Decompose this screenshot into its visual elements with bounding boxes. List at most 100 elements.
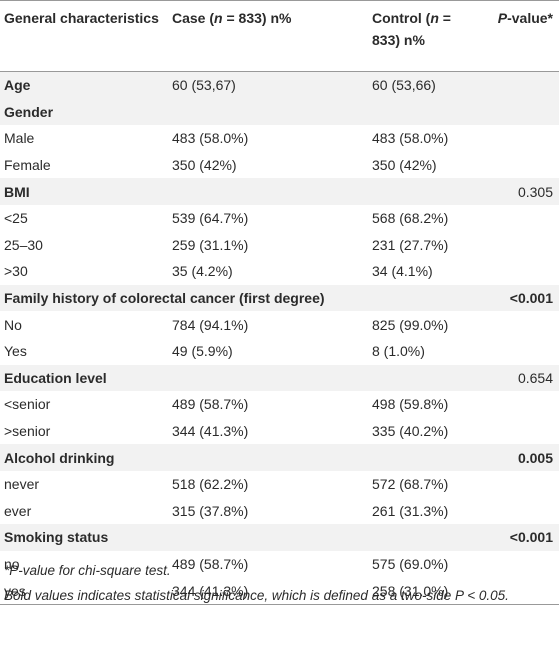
control-cell: 498 (59.8%): [372, 396, 449, 413]
control-cell: 258 (31.0%): [368, 577, 473, 605]
case-cell: [168, 364, 368, 392]
header-text: Control (: [372, 10, 431, 26]
control-cell: [368, 178, 473, 205]
row-label: ever: [4, 502, 32, 519]
case-cell: 350 (42%): [172, 157, 237, 174]
control-cell: [368, 98, 473, 126]
row-label: yes: [0, 577, 168, 605]
p-value-cell: [473, 205, 559, 232]
case-cell: [168, 444, 368, 471]
row-label: no: [4, 555, 20, 572]
row-label: >30: [4, 263, 28, 280]
section-row: Gender: [0, 98, 559, 126]
row-label: <senior: [4, 396, 51, 413]
control-cell: 350 (42%): [372, 157, 437, 174]
row-label: Age: [0, 71, 168, 99]
case-cell: 344 (41.3%): [172, 423, 249, 440]
row-label: Female: [4, 157, 51, 174]
row-label: Smoking status: [0, 524, 168, 551]
row-label: Family history of colorectal cancer (fir…: [0, 284, 473, 312]
table-header: General characteristics Case (n = 833) n%…: [0, 0, 559, 72]
control-cell: 60 (53,66): [368, 71, 473, 99]
p-value-cell: [473, 577, 559, 605]
footnote: Bold values indicates statistical signif…: [4, 588, 509, 603]
case-cell: 315 (37.8%): [172, 502, 249, 519]
case-cell: 344 (41.3%): [168, 577, 368, 605]
row-label: <25: [4, 210, 28, 227]
section-row: Smoking status <0.001: [0, 524, 559, 551]
header-text: n: [214, 10, 223, 26]
case-cell: 784 (94.1%): [172, 316, 249, 333]
p-value-cell: [473, 125, 559, 152]
header-row: General characteristics Case (n = 833) n%…: [0, 0, 559, 72]
row-label: Alcohol drinking: [0, 444, 168, 471]
section-row: Education level 0.654: [0, 364, 559, 392]
p-value-cell: 0.654: [473, 364, 559, 392]
case-cell: 539 (64.7%): [172, 210, 249, 227]
data-row: >30 35 (4.2%) 34 (4.1%): [0, 258, 559, 285]
case-cell: [168, 524, 368, 551]
data-row: never 518 (62.2%) 572 (68.7%): [0, 471, 559, 498]
header-text: n: [430, 10, 439, 26]
control-cell: 825 (99.0%): [372, 316, 449, 333]
table-body: Age 60 (53,67) 60 (53,66) Gender Male 483 (58…: [0, 71, 559, 605]
p-value-cell: [473, 232, 559, 259]
control-cell: [368, 444, 473, 471]
control-cell: 8 (1.0%): [372, 343, 425, 360]
header-text: = 833) n%: [222, 10, 292, 26]
case-cell: 35 (4.2%): [172, 263, 233, 280]
control-cell: 572 (68.7%): [372, 476, 449, 493]
p-value-cell: [473, 258, 559, 285]
control-cell: 575 (69.0%): [372, 555, 449, 572]
data-row: <25 539 (64.7%) 568 (68.2%): [0, 205, 559, 232]
header-text: Case (: [172, 10, 215, 26]
data-row: Male 483 (58.0%) 483 (58.0%): [0, 125, 559, 152]
row-label: Yes: [4, 343, 27, 360]
case-cell: 49 (5.9%): [172, 343, 233, 360]
section-row: Family history of colorectal cancer (fir…: [0, 284, 559, 312]
row-label: Gender: [0, 98, 168, 126]
p-value-cell: [473, 311, 559, 338]
data-row: >senior 344 (41.3%) 335 (40.2%): [0, 418, 559, 445]
row-label: Education level: [0, 364, 168, 392]
header-text: General characteristics: [4, 10, 159, 26]
p-value-cell: 0.005: [473, 444, 559, 471]
row-label: 25–30: [4, 236, 43, 253]
p-value-cell: [473, 338, 559, 365]
case-cell: 259 (31.1%): [172, 236, 249, 253]
column-header: General characteristics: [0, 0, 168, 72]
p-value-cell: [473, 391, 559, 418]
control-cell: 231 (27.7%): [372, 236, 449, 253]
p-value-cell: <0.001: [473, 284, 559, 312]
case-cell: 489 (58.7%): [172, 396, 249, 413]
data-row: No 784 (94.1%) 825 (99.0%): [0, 311, 559, 338]
control-cell: 483 (58.0%): [372, 130, 449, 147]
data-row: Yes 49 (5.9%) 8 (1.0%): [0, 338, 559, 365]
p-value-cell: [473, 71, 559, 99]
case-cell: [168, 178, 368, 205]
row-label: BMI: [0, 178, 168, 205]
row-label: never: [4, 476, 40, 493]
data-row: yes 344 (41.3%) 258 (31.0%): [0, 577, 559, 605]
row-label: No: [4, 316, 22, 333]
case-cell: 483 (58.0%): [172, 130, 249, 147]
column-header: Control (n = 833) n%: [368, 0, 473, 72]
control-cell: 261 (31.3%): [372, 502, 449, 519]
column-header: P-value*: [473, 0, 559, 72]
column-header: Case (n = 833) n%: [168, 0, 368, 72]
data-row: 25–30 259 (31.1%) 231 (27.7%): [0, 232, 559, 259]
p-value-cell: 0.305: [473, 178, 559, 205]
control-cell: 335 (40.2%): [372, 423, 449, 440]
characteristics-table: General characteristics Case (n = 833) n%…: [0, 0, 559, 605]
p-value-cell: [473, 498, 559, 525]
section-row: BMI 0.305: [0, 178, 559, 205]
case-cell: [168, 98, 368, 126]
section-row: Age 60 (53,67) 60 (53,66): [0, 71, 559, 99]
row-label: >senior: [4, 423, 51, 440]
data-row: Female 350 (42%) 350 (42%): [0, 152, 559, 179]
case-cell: 489 (58.7%): [172, 555, 249, 572]
control-cell: [368, 364, 473, 392]
data-row: ever 315 (37.8%) 261 (31.3%): [0, 498, 559, 525]
p-value-cell: <0.001: [473, 524, 559, 551]
